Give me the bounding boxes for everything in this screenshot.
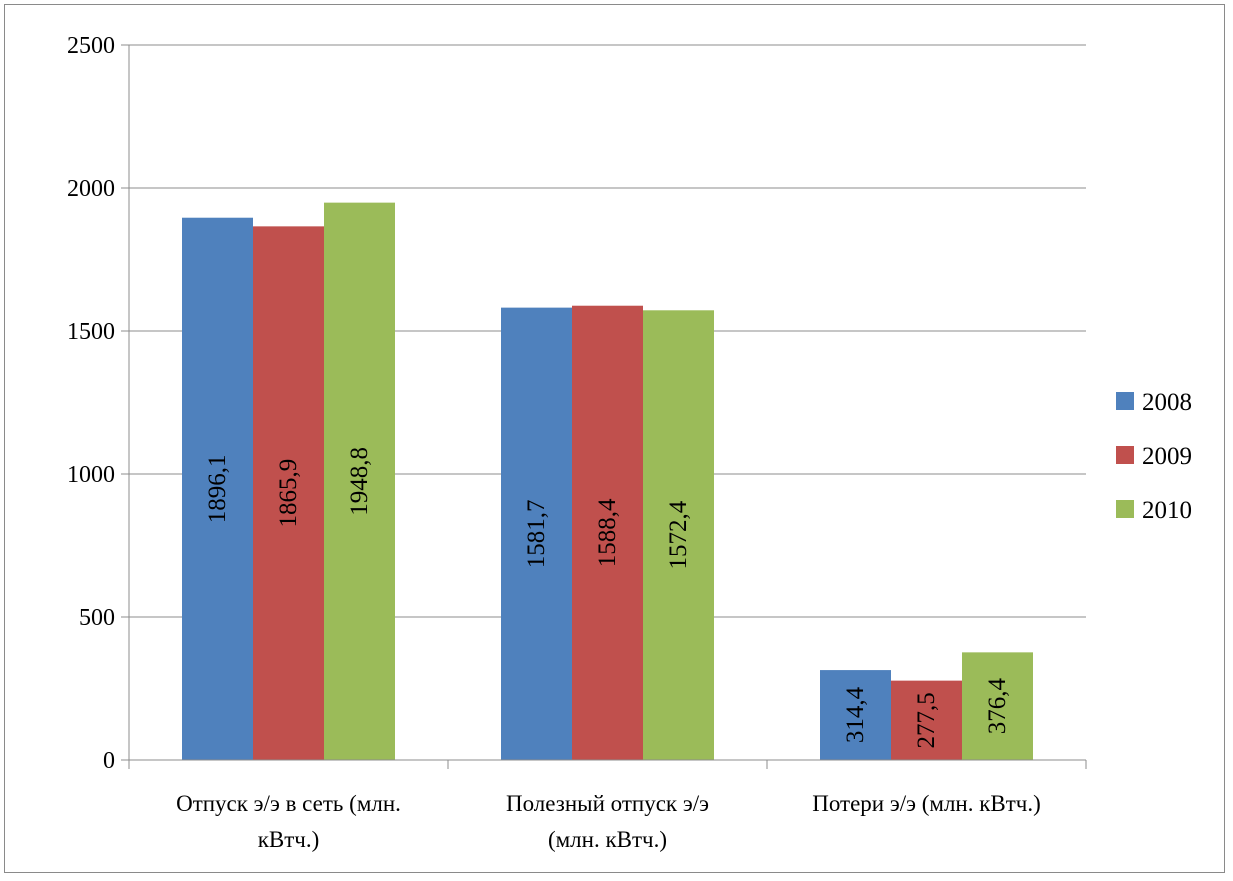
data-label-2010-cat1: 1948,8: [346, 447, 373, 516]
x-category-label: Отпуск э/э в сеть (млн.: [176, 791, 401, 816]
y-tick-label: 0: [103, 748, 115, 774]
legend-label-2008: 2008: [1142, 389, 1192, 416]
x-category-label: (млн. кВтч.): [548, 827, 667, 852]
x-category-label: кВтч.): [258, 827, 320, 852]
labels: 0 500 1000 1500 2000 2500 1896,1 1865,9 1948,8 От…: [67, 33, 1041, 852]
data-label-2010-cat3: 376,4: [984, 678, 1011, 735]
data-label-2008-cat1: 1896,1: [204, 454, 231, 523]
legend: 2008 2009 2010: [1116, 389, 1192, 524]
y-tick-label: 2000: [67, 176, 115, 202]
bar-2009-cat2: [572, 305, 643, 760]
data-label-2008-cat3: 314,4: [842, 686, 869, 743]
data-label-2009-cat2: 1588,4: [594, 498, 621, 567]
bar-2009-cat3: [891, 680, 962, 760]
legend-swatch-2009: [1116, 446, 1134, 464]
x-category-label: Потери э/э (млн. кВтч.): [812, 791, 1041, 816]
y-tick-label: 1000: [67, 462, 115, 488]
bar-2010-cat1: [324, 202, 395, 761]
data-label-2009-cat1: 1865,9: [275, 459, 302, 528]
data-label-2008-cat2: 1581,7: [523, 499, 550, 568]
legend-swatch-2010: [1116, 500, 1134, 518]
y-tick-label: 2500: [67, 33, 115, 59]
x-category-label: Полезный отпуск э/э: [506, 791, 709, 816]
bar-2008-cat2: [501, 307, 572, 760]
bar-2008-cat1: [182, 217, 253, 760]
bar-2010-cat2: [643, 310, 714, 760]
legend-label-2010: 2010: [1142, 497, 1192, 524]
data-label-2009-cat3: 277,5: [913, 692, 940, 748]
bar-2009-cat1: [253, 226, 324, 760]
y-tick-label: 1500: [67, 319, 115, 345]
bars: [182, 202, 1033, 761]
legend-label-2009: 2009: [1142, 443, 1192, 470]
legend-swatch-2008: [1116, 392, 1134, 410]
bar-2008-cat3: [820, 670, 891, 760]
bar-2010-cat3: [962, 652, 1033, 760]
data-label-2010-cat2: 1572,4: [665, 500, 692, 569]
bar-chart: 0 500 1000 1500 2000 2500 1896,1 1865,9 1948,8 От…: [67, 33, 1192, 852]
chart-frame: 0 500 1000 1500 2000 2500 1896,1 1865,9 1948,8 От…: [4, 4, 1225, 873]
axes: [121, 44, 1087, 769]
y-tick-label: 500: [79, 605, 115, 631]
